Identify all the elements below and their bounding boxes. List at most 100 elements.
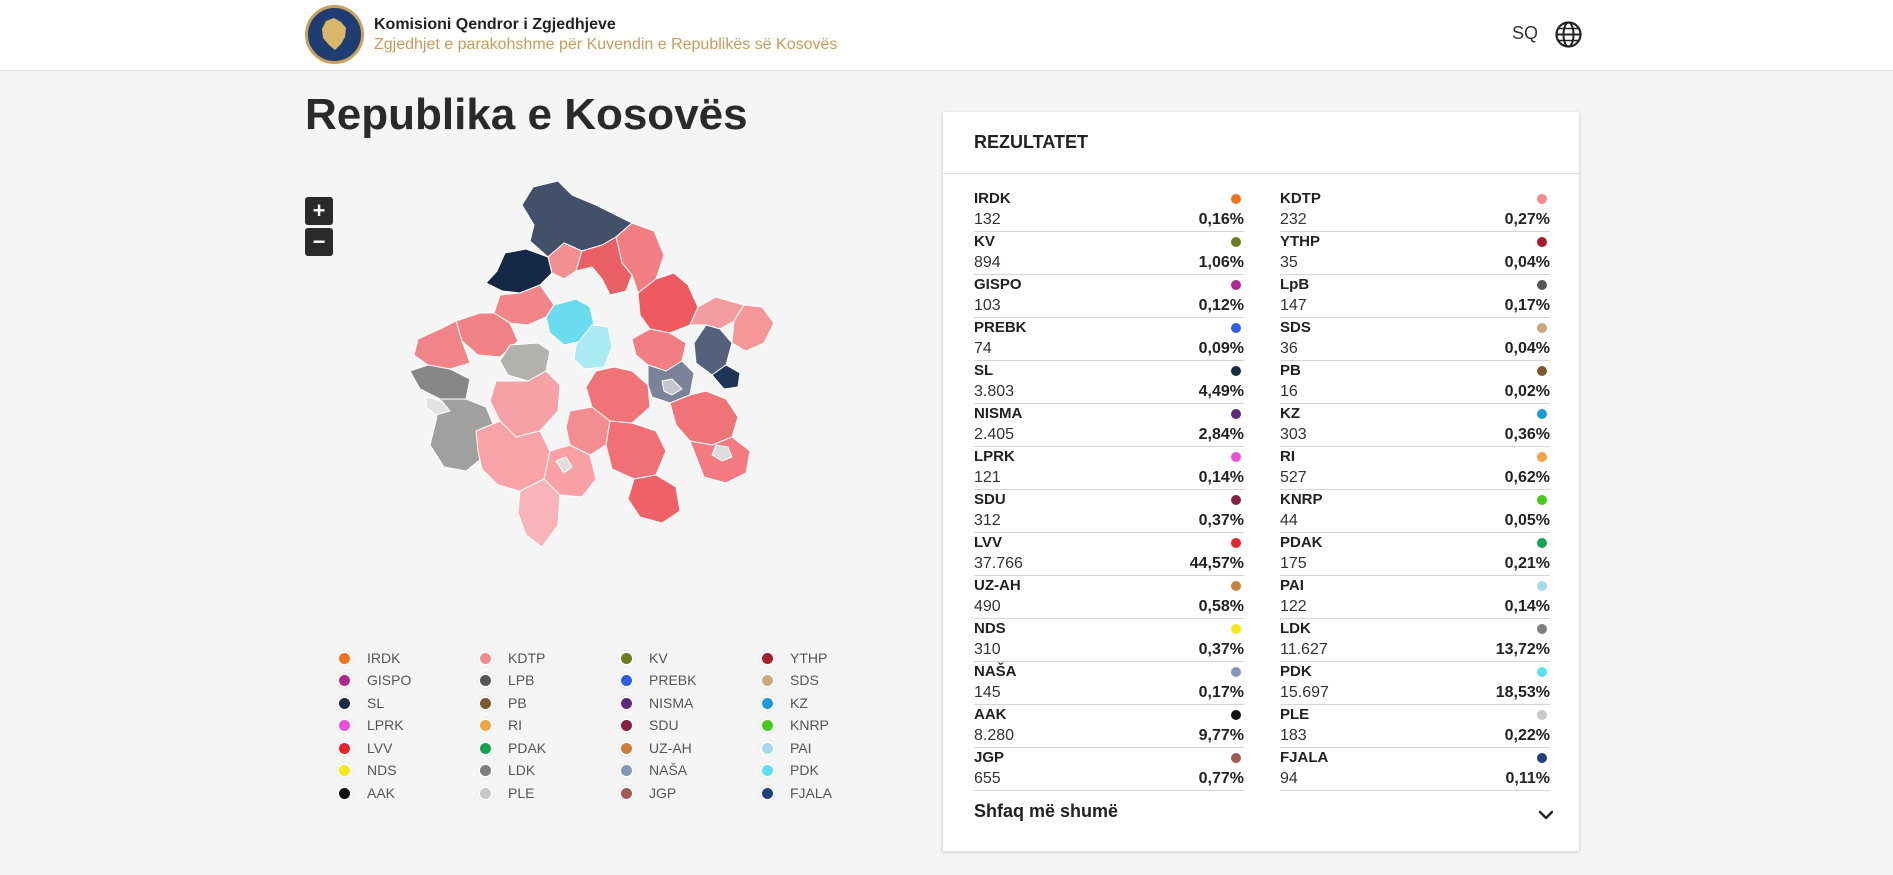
party-votes: 312 — [974, 512, 1001, 529]
party-percentage: 0,37% — [1198, 641, 1244, 658]
legend-dot — [337, 651, 352, 666]
party-color-dot — [1537, 194, 1547, 204]
party-percentage: 44,57% — [1189, 555, 1244, 572]
result-row: JGP 655 0,77% — [974, 749, 1244, 791]
party-name: LpB — [1280, 276, 1310, 293]
legend-dot — [478, 673, 493, 688]
party-percentage: 13,72% — [1495, 641, 1550, 658]
map-region[interactable] — [543, 444, 597, 498]
party-votes: 3.803 — [974, 383, 1015, 400]
party-color-dot — [1231, 667, 1241, 677]
party-votes: 183 — [1280, 727, 1307, 744]
party-percentage: 1,06% — [1198, 254, 1244, 271]
result-row: NISMA 2.405 2,84% — [974, 405, 1244, 447]
kosovo-municipality-map[interactable] — [370, 175, 850, 615]
kosovo-map-emblem-icon[interactable] — [305, 5, 364, 64]
map-region[interactable] — [455, 312, 519, 358]
map-region[interactable] — [573, 324, 613, 370]
party-color-dot — [1537, 753, 1547, 763]
map-region[interactable] — [711, 364, 741, 390]
map-region[interactable] — [425, 396, 451, 416]
party-color-dot — [1231, 538, 1241, 548]
globe-icon[interactable] — [1554, 20, 1583, 49]
language-selector[interactable]: SQ — [1512, 23, 1539, 43]
legend-label: SDU — [649, 717, 679, 733]
party-name: SDS — [1280, 319, 1311, 336]
legend-dot — [337, 718, 352, 733]
party-percentage: 0,04% — [1504, 340, 1550, 357]
map-region[interactable] — [711, 444, 733, 462]
party-percentage: 0,36% — [1504, 426, 1550, 443]
party-percentage: 0,17% — [1504, 297, 1550, 314]
map-region[interactable] — [661, 378, 683, 396]
map-region[interactable] — [555, 456, 573, 474]
map-region[interactable] — [409, 364, 471, 400]
party-name: FJALA — [1280, 749, 1329, 766]
legend-dot — [760, 763, 775, 778]
legend-label: NAŠA — [649, 762, 688, 778]
result-row: PDAK 175 0,21% — [1280, 534, 1550, 576]
legend-label: GISPO — [367, 672, 412, 688]
party-name: KV — [974, 233, 995, 250]
legend-label: KV — [649, 650, 668, 666]
party-name: SL — [974, 362, 994, 379]
result-row: PLE 183 0,22% — [1280, 706, 1550, 748]
legend-dot — [760, 741, 775, 756]
map-region[interactable] — [585, 366, 651, 424]
legend-label: AAK — [367, 785, 396, 801]
map-region[interactable] — [517, 478, 561, 548]
party-color-dot — [1537, 280, 1547, 290]
legend-dot — [619, 763, 634, 778]
party-color-dot — [1537, 581, 1547, 591]
party-votes: 37.766 — [974, 555, 1023, 572]
result-row: KNRP 44 0,05% — [1280, 491, 1550, 533]
map-region[interactable] — [669, 390, 739, 446]
map-region[interactable] — [731, 304, 775, 352]
legend-dot — [619, 741, 634, 756]
legend-dot — [760, 718, 775, 733]
party-color-dot — [1231, 280, 1241, 290]
show-more-button[interactable]: Shfaq më shumë — [943, 795, 1579, 851]
legend-dot — [478, 651, 493, 666]
legend-label: SL — [367, 695, 385, 711]
party-votes: 527 — [1280, 469, 1307, 486]
legend-dot — [619, 718, 634, 733]
org-subtitle: Zgjedhjet e parakohshme për Kuvendin e R… — [374, 36, 838, 53]
map-region[interactable] — [605, 420, 667, 480]
party-votes: 894 — [974, 254, 1001, 271]
party-name: PLE — [1280, 706, 1310, 723]
party-color-dot — [1537, 237, 1547, 247]
legend-dot — [619, 696, 634, 711]
top-bar: Komisioni Qendror i Zgjedhjeve Zgjedhjet… — [0, 0, 1893, 71]
party-name: NAŠA — [974, 663, 1017, 680]
party-name: PDAK — [1280, 534, 1323, 551]
legend-label: PLE — [508, 785, 535, 801]
party-color-dot — [1231, 581, 1241, 591]
party-name: PREBK — [974, 319, 1027, 336]
party-votes: 490 — [974, 598, 1001, 615]
result-row: NDS 310 0,37% — [974, 620, 1244, 662]
map-region[interactable] — [575, 236, 633, 296]
legend-dot — [337, 673, 352, 688]
party-name: YTHP — [1280, 233, 1321, 250]
party-votes: 2.405 — [974, 426, 1015, 443]
result-row: RI 527 0,62% — [1280, 448, 1550, 490]
party-name: UZ-AH — [974, 577, 1021, 594]
map-region[interactable] — [627, 474, 681, 524]
map-region[interactable] — [489, 370, 561, 438]
party-votes: 16 — [1280, 383, 1298, 400]
map-region[interactable] — [413, 320, 471, 370]
legend-dot — [478, 741, 493, 756]
zoom-in-button[interactable]: + — [305, 197, 333, 225]
map-region[interactable] — [485, 248, 553, 294]
map-region[interactable] — [565, 406, 611, 456]
party-name: PDK — [1280, 663, 1312, 680]
legend-label: LDK — [508, 762, 536, 778]
result-row: IRDK 132 0,16% — [974, 190, 1244, 232]
zoom-out-button[interactable]: − — [305, 228, 333, 256]
party-color-dot — [1537, 409, 1547, 419]
party-votes: 122 — [1280, 598, 1307, 615]
party-votes: 8.280 — [974, 727, 1015, 744]
party-percentage: 0,05% — [1504, 512, 1550, 529]
result-row: LPRK 121 0,14% — [974, 448, 1244, 490]
